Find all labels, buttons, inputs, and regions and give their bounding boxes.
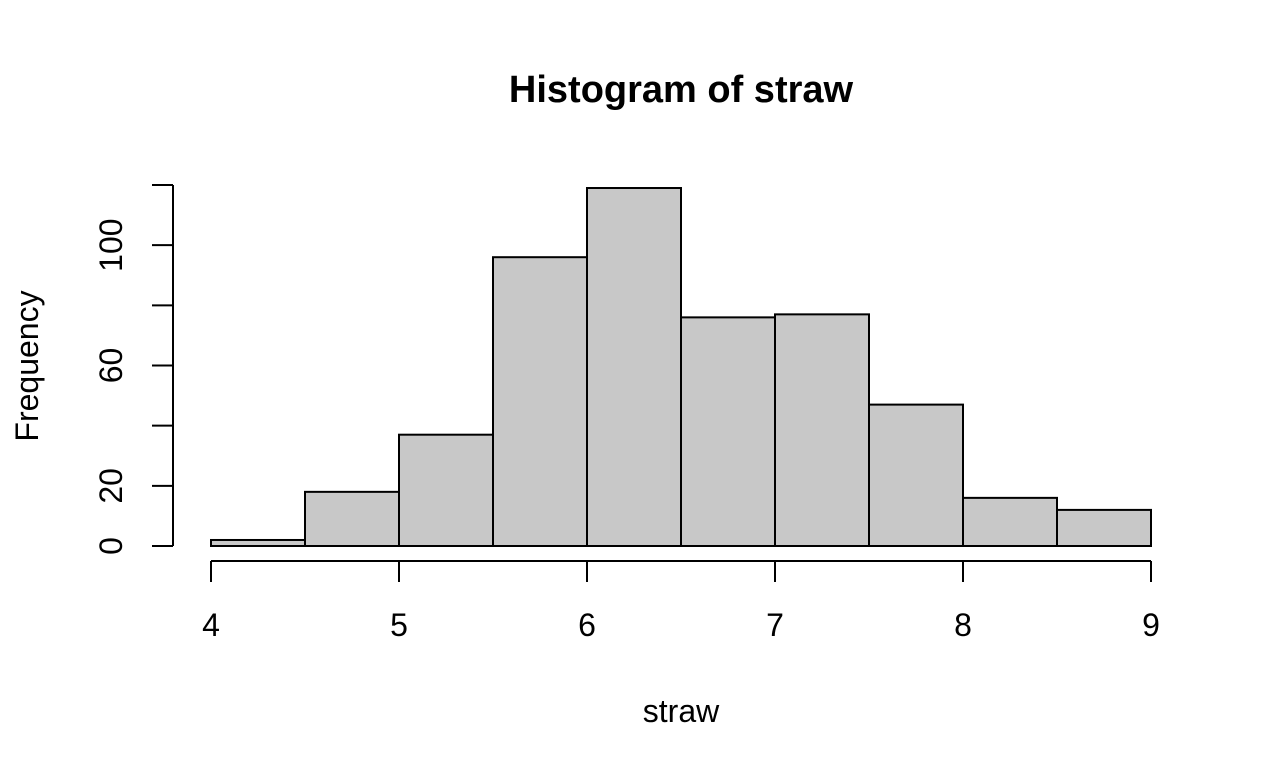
histogram-bar xyxy=(868,403,964,547)
histogram-bar xyxy=(210,538,306,548)
histogram-bar xyxy=(962,496,1058,548)
histogram-bar xyxy=(586,187,682,547)
histogram-bar xyxy=(492,256,588,547)
y-axis: 0 20 60 100 xyxy=(93,184,174,555)
x-axis: 4 5 6 7 8 9 xyxy=(202,560,1160,643)
y-tick-label: 60 xyxy=(93,348,129,384)
x-tick-label: 6 xyxy=(578,607,596,643)
histogram-bar xyxy=(774,313,870,547)
x-tick-label: 8 xyxy=(954,607,972,643)
x-tick-label: 4 xyxy=(202,607,220,643)
y-tick-label: 0 xyxy=(93,537,129,555)
histogram-bar xyxy=(1056,508,1152,547)
histogram-bar xyxy=(304,490,400,548)
bars-group xyxy=(210,187,1152,548)
histogram-bar xyxy=(680,316,776,547)
histogram-bar xyxy=(398,433,494,548)
x-axis-label: straw xyxy=(643,693,720,729)
y-tick-label: 20 xyxy=(93,468,129,504)
y-axis-label: Frequency xyxy=(9,290,45,441)
x-tick-label: 5 xyxy=(390,607,408,643)
y-tick-label: 100 xyxy=(93,218,129,271)
x-tick-label: 9 xyxy=(1142,607,1160,643)
x-tick-label: 7 xyxy=(766,607,784,643)
chart-title: Histogram of straw xyxy=(509,69,854,111)
